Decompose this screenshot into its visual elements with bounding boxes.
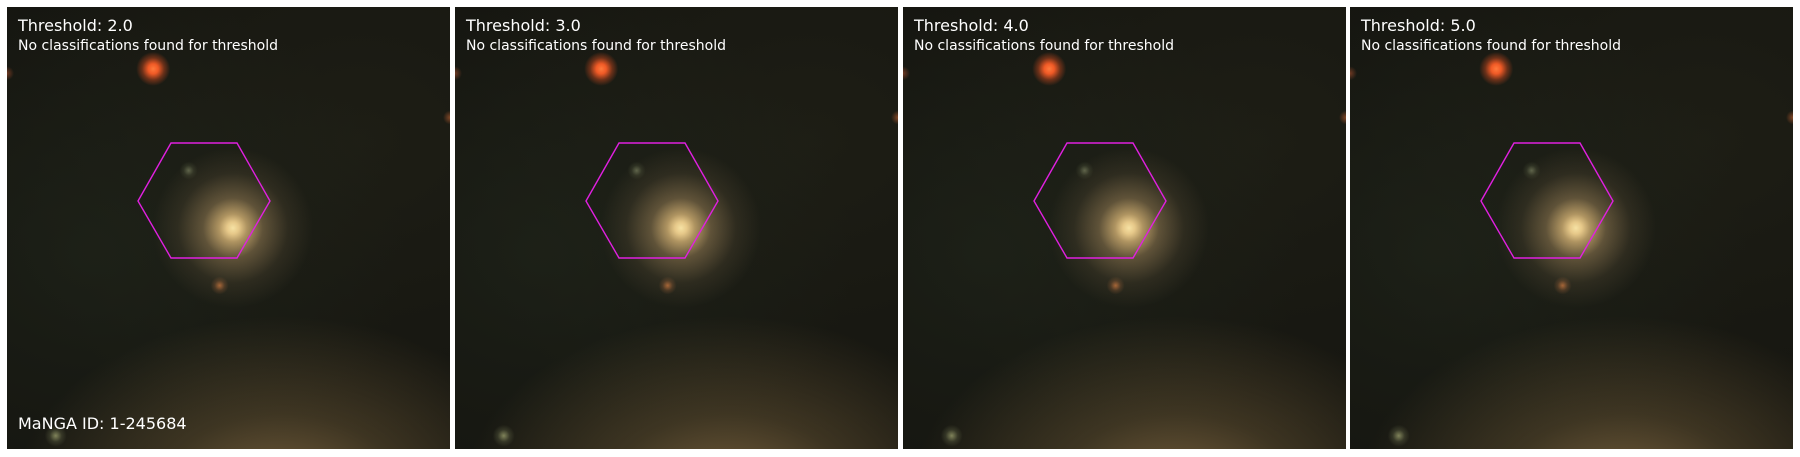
ifu-hexagon	[137, 142, 271, 259]
ifu-hexagon	[585, 142, 719, 259]
ifu-hexagon	[1480, 142, 1614, 259]
ifu-hexagon-overlay	[137, 142, 271, 259]
threshold-title: Threshold: 5.0	[1361, 16, 1476, 35]
manga-id-label: MaNGA ID: 1-245684	[18, 414, 187, 433]
classification-status: No classifications found for threshold	[1361, 38, 1621, 54]
threshold-title: Threshold: 2.0	[18, 16, 133, 35]
classification-status: No classifications found for threshold	[466, 38, 726, 54]
galaxy-panel-2: Threshold: 3.0 No classifications found …	[455, 7, 898, 449]
classification-status: No classifications found for threshold	[914, 38, 1174, 54]
galaxy-panel-4: Threshold: 5.0 No classifications found …	[1350, 7, 1793, 449]
ifu-hexagon-overlay	[1033, 142, 1167, 259]
ifu-hexagon-overlay	[585, 142, 719, 259]
galaxy-panel-1: Threshold: 2.0 No classifications found …	[7, 7, 450, 449]
classification-status: No classifications found for threshold	[18, 38, 278, 54]
ifu-hexagon	[1033, 142, 1167, 259]
galaxy-panel-3: Threshold: 4.0 No classifications found …	[903, 7, 1346, 449]
ifu-hexagon-overlay	[1480, 142, 1614, 259]
threshold-title: Threshold: 4.0	[914, 16, 1029, 35]
threshold-title: Threshold: 3.0	[466, 16, 581, 35]
